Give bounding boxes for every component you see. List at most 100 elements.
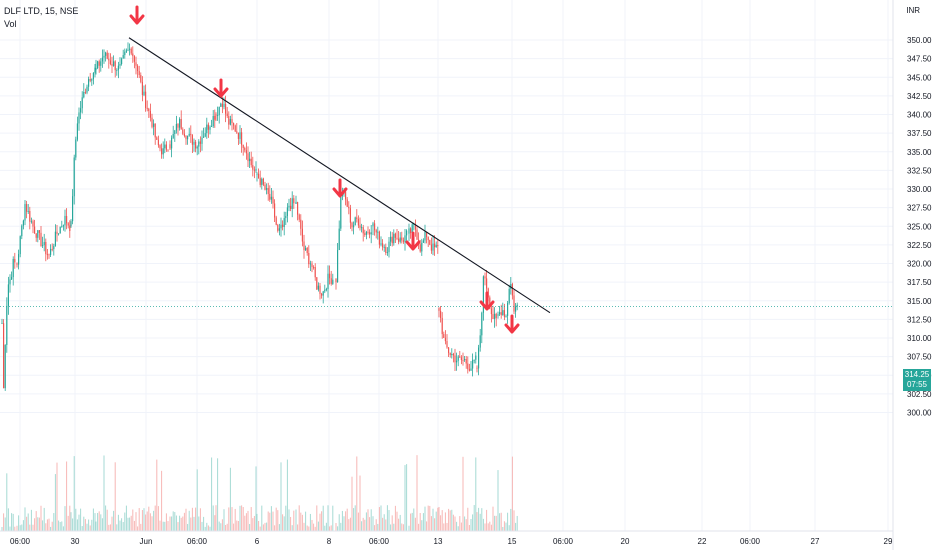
currency-unit: INR [906, 6, 920, 15]
volume-bar [191, 507, 193, 531]
candle-body [193, 141, 195, 145]
trend-line[interactable] [128, 37, 551, 314]
candle-body [206, 124, 208, 134]
candle-body [298, 214, 300, 220]
candle-body [149, 110, 151, 118]
down-arrow-icon [504, 314, 520, 334]
candle-body [212, 116, 214, 127]
candle-body [180, 119, 182, 130]
candle-body [89, 79, 91, 81]
candle-body [464, 359, 466, 361]
time-tick-label: 22 [698, 537, 707, 546]
volume-bar [370, 509, 372, 531]
time-tick-label: 06:00 [369, 537, 390, 546]
volume-bar [319, 513, 321, 531]
volume-bar [250, 507, 252, 531]
candle-body [426, 231, 428, 237]
volume-bar [374, 525, 376, 531]
symbol-title[interactable]: DLF LTD, 15, NSE [4, 6, 79, 16]
volume-bar [365, 512, 367, 531]
volume-bar [502, 526, 504, 531]
volume-bar [426, 521, 428, 531]
candle-body [269, 193, 271, 200]
candle-body [88, 79, 90, 87]
price-tick-label: 345.00 [907, 73, 932, 82]
volume-bar [169, 516, 171, 531]
volume-bar [305, 511, 307, 531]
candle-body [165, 144, 167, 150]
candlestick-series [1, 42, 518, 391]
candle-body [247, 153, 249, 162]
volume-bar [76, 519, 78, 531]
volume-label[interactable]: Vol [4, 19, 17, 29]
candle-body [300, 219, 302, 229]
candle-body [401, 237, 403, 241]
volume-bar [7, 508, 9, 531]
volume-bar [264, 522, 266, 531]
candle-body [390, 236, 392, 242]
volume-bar [375, 519, 377, 531]
candle-body [357, 219, 359, 226]
time-axis[interactable]: 06:00 30 Jun 06:00 6 8 06:00 13 15 06:00 20 22 06:00… [10, 537, 893, 546]
candle-body [259, 178, 261, 185]
volume-bar [143, 508, 145, 531]
volume-bar [145, 514, 147, 531]
volume-bar [429, 505, 431, 531]
volume-bar [255, 466, 257, 531]
candle-body [129, 48, 131, 50]
volume-bar [345, 511, 347, 531]
volume-bar [207, 525, 209, 531]
volume-bar [138, 508, 140, 531]
volume-bar [247, 510, 249, 531]
volume-bar [468, 525, 470, 531]
volume-bar [516, 515, 518, 531]
candle-body [6, 305, 8, 345]
candle-body [187, 135, 189, 140]
volume-bar [335, 523, 337, 531]
volume-bar [151, 516, 153, 531]
volume-bar [109, 524, 111, 531]
candle-body [66, 215, 68, 224]
volume-bar [329, 526, 331, 531]
time-tick-label: 30 [71, 537, 80, 546]
candle-body [258, 173, 260, 179]
candle-body [459, 356, 461, 358]
candle-body [253, 169, 255, 171]
price-tick-label: 310.00 [907, 334, 932, 343]
volume-bar [354, 505, 356, 531]
candle-body [174, 130, 176, 134]
price-axis[interactable]: 350.00 347.50 345.00 342.50 340.00 337.50 335.… [907, 36, 932, 418]
volume-bar [337, 526, 339, 531]
volume-bar [267, 511, 269, 531]
volume-bar [70, 512, 72, 531]
candle-body [78, 112, 80, 124]
volume-bar [86, 523, 88, 531]
volume-bar [154, 505, 156, 531]
volume-bar [275, 507, 277, 531]
candle-body [486, 278, 488, 289]
volume-bar [175, 515, 177, 531]
volume-bar [75, 508, 77, 531]
price-scale-panel[interactable] [893, 0, 932, 550]
volume-bar [58, 520, 60, 531]
volume-bar [311, 519, 313, 531]
price-tick-label: 322.50 [907, 241, 932, 250]
candle-body [177, 124, 179, 128]
candle-body [500, 312, 502, 316]
candle-body [398, 238, 400, 242]
candle-body [169, 144, 171, 149]
volume-bar [89, 525, 91, 531]
volume-bar [125, 505, 127, 531]
volume-bar [422, 513, 424, 531]
volume-bar [209, 526, 211, 531]
candle-body [35, 233, 37, 238]
candle-body [175, 124, 177, 131]
volume-bar [497, 470, 499, 531]
volume-bar [164, 521, 166, 531]
volume-bar [508, 525, 510, 531]
volume-bar [159, 520, 161, 531]
volume-bar [167, 521, 169, 531]
candle-body [11, 277, 13, 280]
volume-bar [108, 524, 110, 531]
